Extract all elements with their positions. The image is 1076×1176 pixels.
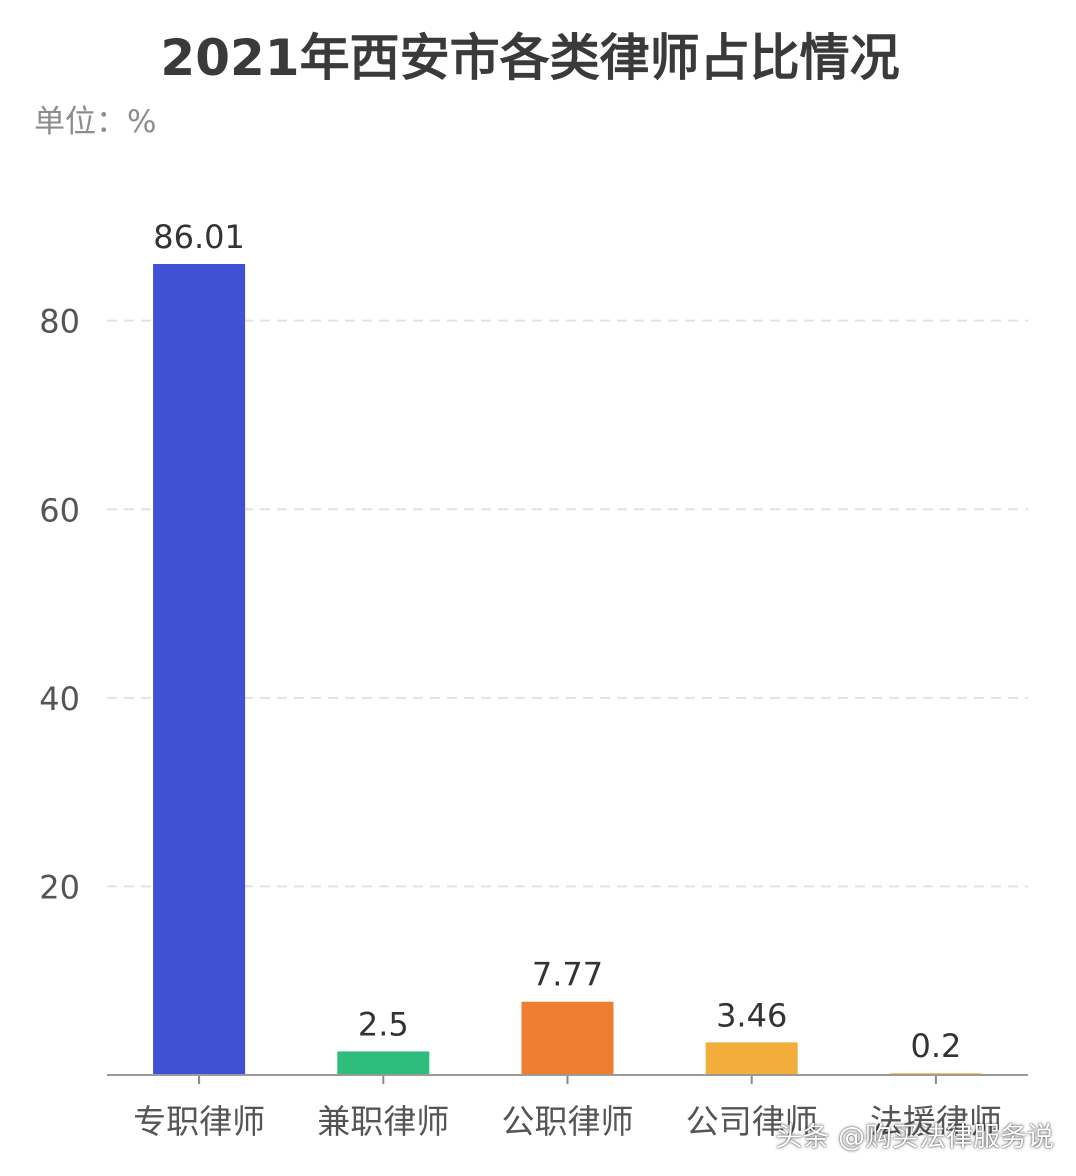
y-tick-label: 20 <box>39 868 80 906</box>
y-tick-label: 60 <box>39 491 80 529</box>
y-tick-label: 40 <box>39 680 80 718</box>
chart-title: 2021年西安市各类律师占比情况 <box>160 29 900 87</box>
bar <box>153 264 246 1075</box>
data-label: 3.46 <box>716 996 787 1034</box>
bar <box>521 1001 614 1075</box>
data-label: 86.01 <box>153 218 245 256</box>
watermark-text: 头条 @购买法律服务说 <box>775 1122 1054 1153</box>
bar <box>337 1051 430 1075</box>
bar <box>705 1042 798 1075</box>
x-tick-label: 专职律师 <box>133 1102 265 1141</box>
data-label: 0.2 <box>910 1027 961 1065</box>
x-tick-label: 兼职律师 <box>317 1102 449 1141</box>
x-tick-label: 公职律师 <box>502 1102 634 1141</box>
data-label: 7.77 <box>532 956 603 994</box>
unit-label: 单位：% <box>34 104 157 140</box>
x-tick-label: 公司律师 <box>686 1102 818 1141</box>
y-tick-label: 80 <box>39 303 80 341</box>
x-tick-label: 法援律师 <box>870 1102 1002 1141</box>
data-label: 2.5 <box>358 1005 409 1043</box>
